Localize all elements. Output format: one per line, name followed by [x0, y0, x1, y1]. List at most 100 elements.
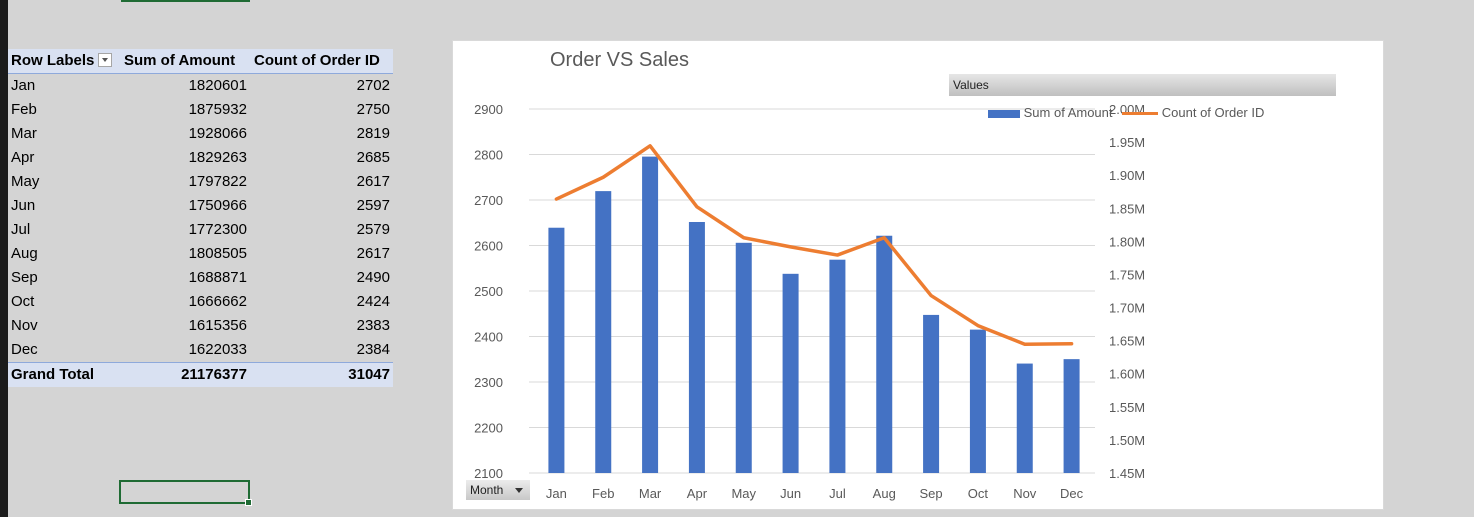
y-left-tick-label: 2500	[474, 284, 503, 299]
pivot-row[interactable]: Dec 1622033 2384	[8, 338, 393, 362]
count-cell: 2383	[356, 317, 390, 334]
sum-cell: 1808505	[188, 245, 247, 262]
x-tick-label: Aug	[873, 486, 896, 501]
chart-title: Order VS Sales	[550, 49, 689, 71]
month-label: Aug	[11, 245, 38, 262]
month-label: Mar	[11, 125, 37, 142]
count-of-order-header[interactable]: Count of Order ID	[254, 52, 380, 69]
y-right-tick-label: 1.45M	[1109, 466, 1145, 481]
pivot-row[interactable]: Jul 1772300 2579	[8, 218, 393, 242]
legend-series-sum: Sum of Amount	[1023, 105, 1113, 120]
x-tick-label: Jun	[780, 486, 801, 501]
legend-bar-swatch	[988, 109, 1020, 118]
pivot-chart[interactable]: Order VS Sales Values 2900 2800 2700 2600 25…	[452, 40, 1384, 510]
sum-cell: 1622033	[188, 341, 247, 358]
x-tick-label: Apr	[687, 486, 708, 501]
count-cell: 2750	[356, 101, 390, 118]
sum-cell: 1820601	[188, 77, 247, 94]
count-cell: 2424	[356, 293, 390, 310]
sheet-gridline	[120, 0, 121, 517]
bar-aug	[876, 235, 893, 473]
y-right-tick-label: 1.65M	[1109, 334, 1145, 349]
x-tick-label: May	[731, 486, 756, 501]
y-right-tick-label: 1.85M	[1109, 201, 1145, 216]
grand-total-row[interactable]: Grand Total 21176377 31047	[8, 362, 393, 387]
y-left-tick-label: 2400	[474, 330, 503, 345]
pivot-row[interactable]: Nov 1615356 2383	[8, 314, 393, 338]
count-cell: 2490	[356, 269, 390, 286]
selected-cell[interactable]	[119, 480, 252, 506]
bar-nov	[1016, 363, 1033, 473]
sum-cell: 1615356	[188, 317, 247, 334]
month-label: Nov	[11, 317, 38, 334]
grand-total-sum: 21176377	[181, 366, 247, 383]
x-tick-label: Mar	[639, 486, 662, 501]
count-cell: 2819	[356, 125, 390, 142]
count-cell: 2685	[356, 149, 390, 166]
pivot-table: Row Labels Sum of Amount Count of Order …	[8, 49, 393, 387]
bar-dec	[1063, 359, 1080, 473]
bar-jan	[548, 227, 565, 473]
count-cell: 2579	[356, 221, 390, 238]
y-left-tick-label: 2200	[474, 421, 503, 436]
y-left-tick-label: 2100	[474, 466, 503, 481]
y-left-tick-label: 2700	[474, 193, 503, 208]
bar-feb	[595, 191, 612, 473]
x-tick-label: Jan	[546, 486, 567, 501]
month-label: Jan	[11, 77, 36, 94]
grand-total-label: Grand Total	[11, 366, 95, 383]
pivot-row[interactable]: Aug 1808505 2617	[8, 242, 393, 266]
sum-cell: 1772300	[188, 221, 247, 238]
month-label: Oct	[11, 293, 35, 310]
x-tick-label: Jul	[829, 486, 846, 501]
sum-cell: 1688871	[188, 269, 247, 286]
pivot-row[interactable]: Jan 1820601 2702	[8, 74, 393, 98]
sheet-gridline	[1434, 0, 1435, 517]
sum-cell: 1797822	[188, 173, 247, 190]
bar-may	[735, 242, 752, 473]
pivot-row[interactable]: Sep 1688871 2490	[8, 266, 393, 290]
month-field-label: Month	[470, 483, 504, 497]
sum-cell: 1928066	[188, 125, 247, 142]
filter-dropdown-icon[interactable]	[98, 53, 113, 68]
x-tick-label: Sep	[920, 486, 943, 501]
y-right-tick-label: 1.75M	[1109, 267, 1145, 282]
pivot-row[interactable]: Feb 1875932 2750	[8, 98, 393, 122]
month-label: May	[11, 173, 40, 190]
y-right-tick-label: 1.70M	[1109, 301, 1145, 316]
y-left-tick-label: 2900	[474, 102, 503, 117]
pivot-row[interactable]: May 1797822 2617	[8, 170, 393, 194]
y-left-tick-label: 2800	[474, 148, 503, 163]
count-line-series	[554, 144, 1074, 346]
bar-jul	[829, 259, 846, 473]
sum-cell: 1829263	[188, 149, 247, 166]
pivot-row[interactable]: Apr 1829263 2685	[8, 146, 393, 170]
pivot-row[interactable]: Mar 1928066 2819	[8, 122, 393, 146]
x-tick-label: Nov	[1013, 486, 1037, 501]
legend-line-swatch	[1122, 112, 1159, 116]
chart-legend: Sum of Amount Count of Order ID	[988, 105, 1264, 120]
bar-mar	[642, 156, 659, 473]
values-field-button[interactable]: Values	[949, 74, 1336, 96]
month-field-button[interactable]: Month	[466, 480, 530, 500]
x-tick-label: Oct	[968, 486, 989, 501]
y-left-tick-label: 2300	[474, 375, 503, 390]
pivot-header-row: Row Labels Sum of Amount Count of Order …	[8, 49, 393, 74]
month-label: Apr	[11, 149, 35, 166]
sum-cell: 1666662	[188, 293, 247, 310]
row-labels-header[interactable]: Row Labels	[11, 49, 121, 73]
bar-sep	[923, 314, 940, 473]
bar-jun	[782, 273, 799, 473]
legend-series-count: Count of Order ID	[1161, 105, 1265, 120]
count-cell: 2384	[356, 341, 390, 358]
grand-total-count: 31047	[348, 366, 390, 383]
month-label: Jul	[11, 221, 31, 238]
sum-cell: 1875932	[188, 101, 247, 118]
pivot-row[interactable]: Oct 1666662 2424	[8, 290, 393, 314]
sum-of-amount-header[interactable]: Sum of Amount	[124, 52, 236, 69]
y-right-tick-label: 1.90M	[1109, 168, 1145, 183]
pivot-row[interactable]: Jun 1750966 2597	[8, 194, 393, 218]
count-cell: 2597	[356, 197, 390, 214]
count-cell: 2702	[356, 77, 390, 94]
active-column-indicator	[120, 0, 251, 2]
